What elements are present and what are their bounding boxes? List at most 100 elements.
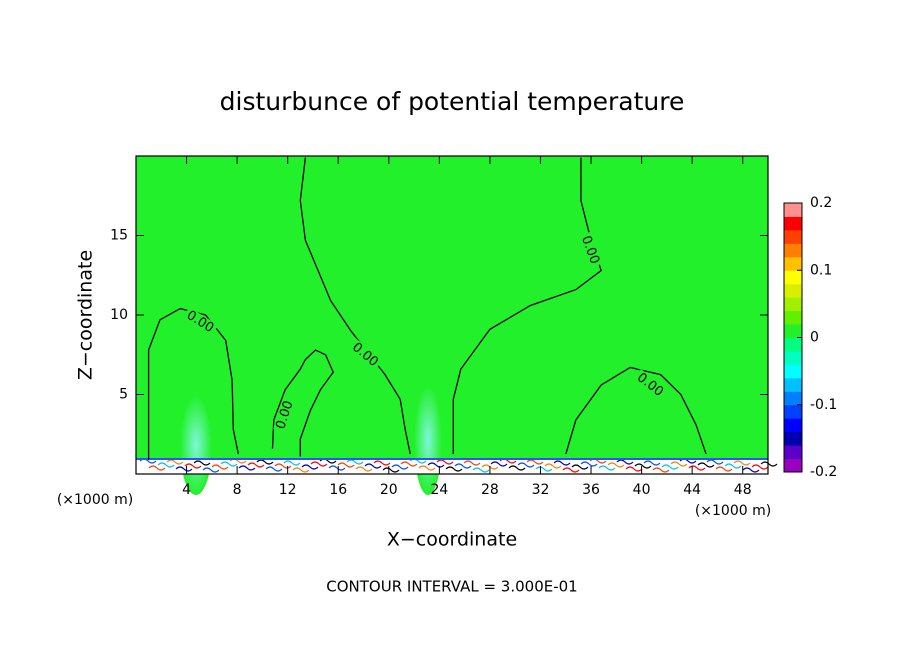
surface-squiggle — [661, 464, 679, 470]
contour-label-bg — [347, 338, 383, 372]
surface-squiggle — [517, 462, 535, 468]
surface-squiggle — [463, 460, 481, 466]
surface-squiggle — [202, 467, 220, 473]
colorbar-tick-label: 0.1 — [810, 262, 832, 278]
surface-squiggle — [157, 462, 175, 468]
colorbar-swatch — [784, 445, 802, 460]
colorbar-tick-label: 0.2 — [810, 195, 832, 211]
surface-squiggle — [355, 466, 373, 472]
x-tick-label: 20 — [380, 482, 398, 498]
surface-squiggle — [697, 462, 715, 468]
colorbar-swatch — [784, 377, 802, 392]
colorbar-tick-label: -0.1 — [810, 397, 837, 413]
surface-squiggle — [148, 465, 166, 471]
surface-squiggle — [742, 467, 760, 473]
colorbar-swatch — [784, 297, 802, 312]
colorbar-swatch — [784, 229, 802, 244]
surface-squiggle — [625, 466, 643, 472]
surface-squiggle — [256, 459, 274, 465]
surface-squiggle — [652, 467, 670, 473]
cyan-blob — [180, 395, 212, 495]
contour-label-bg — [632, 369, 668, 401]
surface-squiggle — [670, 461, 688, 467]
surface-squiggle — [184, 463, 202, 469]
x-tick-label: 48 — [734, 482, 752, 498]
colorbar-swatch — [784, 350, 802, 365]
x-tick-label: 4 — [182, 482, 191, 498]
contour-line — [452, 157, 602, 455]
contour-label-bg — [181, 307, 219, 337]
contour-line — [299, 157, 411, 455]
y-tick-label: 5 — [119, 387, 128, 403]
x-tick-label: 28 — [481, 482, 499, 498]
contour-label-bg — [273, 396, 297, 434]
surface-squiggle — [688, 465, 706, 471]
chart-title: disturbunce of potential temperature — [220, 87, 685, 116]
x-tick-label: 32 — [532, 482, 550, 498]
colorbar-tick-label: 0 — [810, 330, 819, 346]
surface-squiggle — [544, 463, 562, 469]
surface-squiggle — [193, 460, 211, 466]
surface-squiggle — [436, 459, 454, 465]
x-unit-label: (×1000 m) — [695, 503, 771, 519]
y-tick-label: 10 — [110, 307, 128, 323]
colorbar-swatch — [784, 256, 802, 271]
colorbar-swatch — [784, 391, 802, 406]
surface-squiggle — [598, 465, 616, 471]
surface-squiggle — [283, 460, 301, 466]
surface-squiggle — [301, 464, 319, 470]
colorbar-swatch — [784, 404, 802, 419]
colorbar-swatch — [784, 216, 802, 231]
colorbar-swatch — [784, 203, 802, 217]
surface-squiggle — [733, 460, 751, 466]
surface-squiggle — [238, 465, 256, 471]
surface-squiggle — [337, 462, 355, 468]
x-tick-label: 24 — [430, 482, 448, 498]
surface-squiggle — [724, 463, 742, 469]
surface-squiggle — [292, 467, 310, 473]
x-axis-label: X−coordinate — [387, 529, 517, 551]
colorbar-swatch — [784, 458, 802, 473]
surface-squiggle — [445, 466, 463, 472]
y-axis-label: Z−coordinate — [75, 250, 97, 380]
cyan-blob — [414, 385, 442, 495]
surface-squiggle — [220, 461, 238, 467]
surface-squiggle — [508, 465, 526, 471]
x-tick-label: 16 — [329, 482, 347, 498]
surface-squiggle — [490, 461, 508, 467]
surface-squiggle — [454, 463, 472, 469]
x-unit-label: (×1000 m) — [57, 492, 133, 508]
surface-squiggle — [580, 461, 598, 467]
x-tick-label: 8 — [233, 482, 242, 498]
footer-note: CONTOUR INTERVAL = 3.000E-01 — [326, 578, 577, 596]
x-tick-label: 44 — [683, 482, 701, 498]
surface-squiggle — [760, 461, 778, 467]
surface-squiggle — [571, 464, 589, 470]
y-tick-label: 15 — [110, 228, 128, 244]
contour-line — [147, 307, 240, 460]
colorbar-swatch — [784, 431, 802, 446]
colorbar-swatch — [784, 364, 802, 379]
surface-squiggle — [247, 462, 265, 468]
surface-squiggle — [616, 459, 634, 465]
colorbar-swatch — [784, 283, 802, 298]
surface-squiggle — [706, 459, 724, 465]
contour-label-bg — [577, 231, 603, 269]
surface-squiggle — [400, 461, 418, 467]
surface-squiggle — [751, 464, 769, 470]
colorbar-tick-label: -0.2 — [810, 464, 837, 480]
surface-squiggle — [211, 464, 229, 470]
surface-squiggle — [634, 463, 652, 469]
surface-squiggle — [166, 459, 184, 465]
contour-line — [271, 349, 334, 457]
surface-squiggle — [418, 465, 436, 471]
colorbar-swatch — [784, 337, 802, 352]
surface-squiggle — [364, 463, 382, 469]
surface-squiggle — [373, 460, 391, 466]
colorbar-swatch — [784, 418, 802, 433]
surface-squiggle — [472, 467, 490, 473]
surface-squiggle — [553, 460, 571, 466]
surface-squiggle — [391, 464, 409, 470]
x-tick-label: 12 — [279, 482, 297, 498]
